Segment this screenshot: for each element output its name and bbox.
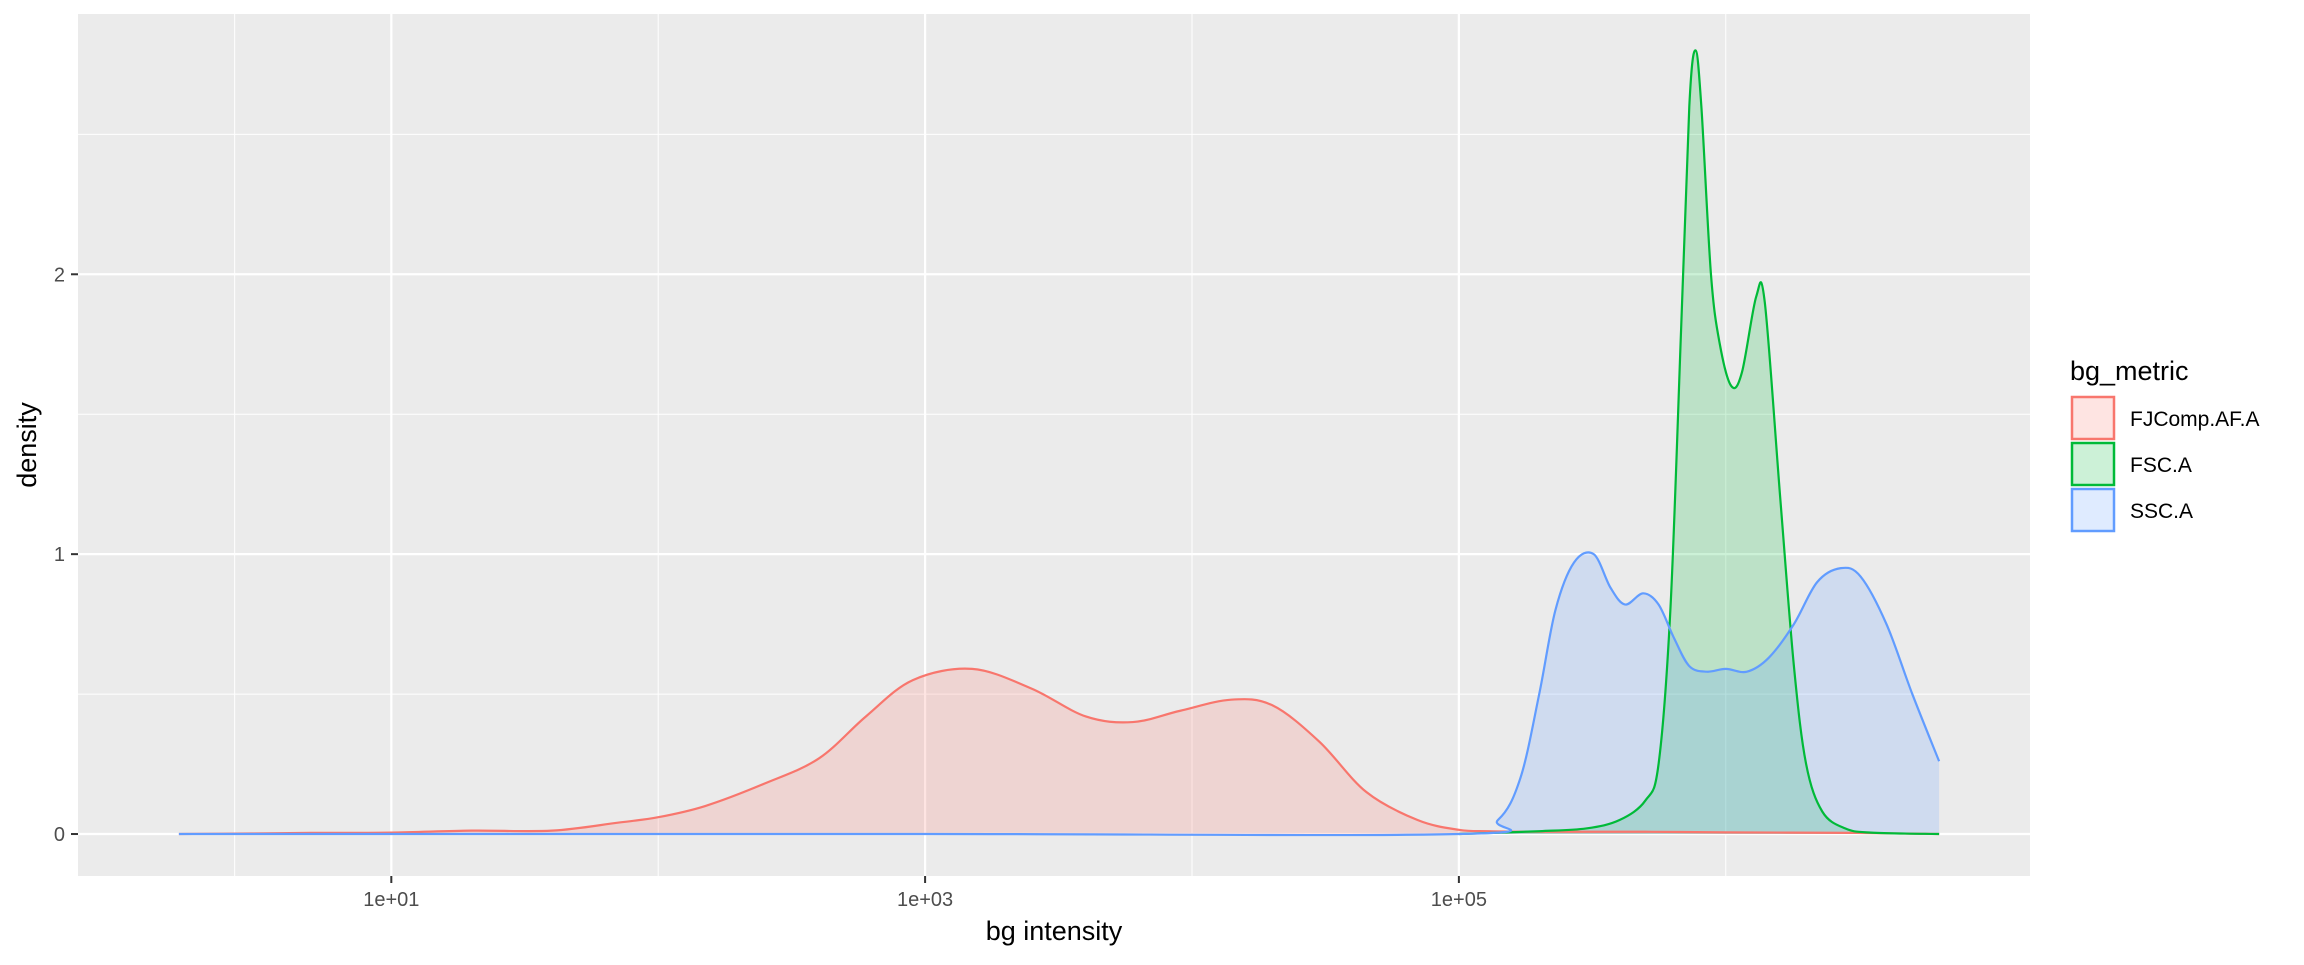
- legend-key-FSC.A: [2070, 441, 2116, 487]
- density-line-SSC.A: [178, 551, 1941, 837]
- y-axis-title: density: [12, 402, 42, 488]
- x-tick-label: 1e+01: [363, 889, 419, 911]
- x-axis-title: bg intensity: [986, 916, 1123, 946]
- axes: 1e+01 1e+03 1e+05 0 1 2: [54, 264, 1487, 911]
- legend: bg_metric FJComp.AF.A FSC.A SSC.A: [2070, 356, 2260, 533]
- x-tick-label: 1e+05: [1431, 889, 1487, 911]
- legend-key-FJComp.AF.A: [2070, 395, 2116, 441]
- legend-label: SSC.A: [2130, 500, 2193, 523]
- legend-key-SSC.A: [2070, 487, 2116, 533]
- density-area-FSC.A: [1458, 50, 1940, 835]
- legend-label: FSC.A: [2130, 454, 2192, 477]
- y-tick-label: 0: [54, 824, 65, 846]
- y-tick-label: 1: [54, 544, 65, 566]
- legend-title: bg_metric: [2070, 356, 2189, 386]
- density-area-SSC.A: [178, 552, 1940, 836]
- x-tick-label: 1e+03: [897, 889, 953, 911]
- legend-label: FJComp.AF.A: [2130, 408, 2260, 431]
- density-line-FSC.A: [1458, 49, 1940, 836]
- series-layer: [178, 49, 1941, 837]
- density-area-FJComp.AF.A: [178, 668, 1940, 835]
- y-tick-label: 2: [54, 264, 65, 286]
